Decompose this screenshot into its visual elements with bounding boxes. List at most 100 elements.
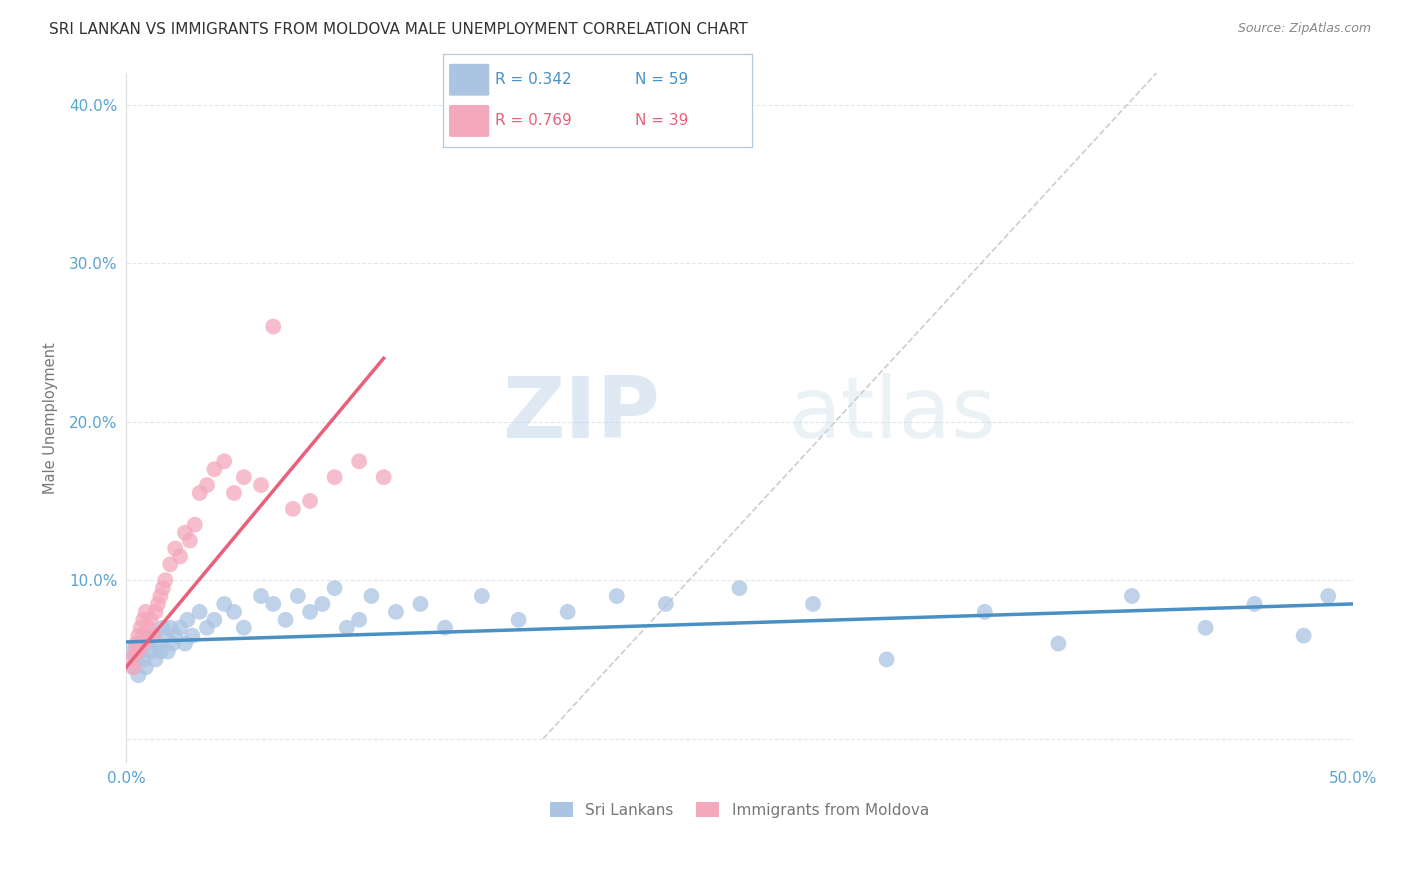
Point [159,558,181,572]
Point [125,644,148,658]
Point [281,501,304,516]
Point [1292,629,1315,643]
Point [139,613,162,627]
Point [129,621,152,635]
Point [127,644,149,658]
Legend: Sri Lankans, Immigrants from Moldova: Sri Lankans, Immigrants from Moldova [544,796,935,823]
Point [169,549,191,564]
Point [262,319,284,334]
Point [250,478,273,492]
Point [508,613,530,627]
Point [129,636,152,650]
Point [287,589,309,603]
Point [336,621,359,635]
Point [149,589,172,603]
Text: R = 0.769: R = 0.769 [495,113,572,128]
Point [801,597,824,611]
Point [222,605,245,619]
Point [385,605,408,619]
Point [129,644,152,658]
Point [142,629,165,643]
Point [136,621,159,635]
Point [132,613,155,627]
Point [1243,597,1265,611]
Y-axis label: Male Unemployment: Male Unemployment [44,342,58,493]
Point [202,613,225,627]
Point [152,621,174,635]
Point [195,621,218,635]
Text: ZIP: ZIP [502,373,659,456]
Point [728,581,751,595]
Point [876,652,898,666]
FancyBboxPatch shape [449,105,489,136]
Point [232,470,254,484]
Point [262,597,284,611]
Point [145,605,167,619]
Point [195,478,218,492]
Point [299,494,322,508]
Point [174,636,197,650]
Point [188,605,211,619]
Point [120,652,142,666]
Point [1317,589,1340,603]
Point [149,644,172,658]
Point [174,525,197,540]
Text: Source: ZipAtlas.com: Source: ZipAtlas.com [1237,22,1371,36]
Point [360,589,382,603]
FancyBboxPatch shape [449,64,489,95]
Point [184,517,207,532]
Point [125,652,148,666]
Point [132,629,155,643]
Point [156,644,179,658]
Point [188,486,211,500]
Point [127,668,149,682]
Point [146,636,169,650]
Point [165,629,187,643]
Point [142,629,165,643]
Point [606,589,628,603]
Point [299,605,322,619]
Point [409,597,432,611]
Point [373,470,395,484]
Point [155,629,177,643]
Point [212,597,235,611]
Text: N = 39: N = 39 [634,113,688,128]
Point [139,644,162,658]
Point [125,636,148,650]
Point [135,660,157,674]
Point [127,629,149,643]
Point [162,636,184,650]
Text: R = 0.342: R = 0.342 [495,72,572,87]
Text: N = 59: N = 59 [634,72,688,87]
Text: atlas: atlas [789,373,997,456]
Point [135,605,157,619]
Point [323,470,346,484]
Point [145,652,167,666]
Point [274,613,297,627]
Point [155,573,177,587]
Point [122,660,145,674]
Point [311,597,333,611]
Point [159,621,181,635]
Point [471,589,494,603]
Point [179,533,201,548]
Point [347,454,370,468]
Point [152,581,174,595]
Point [132,636,155,650]
Point [202,462,225,476]
Point [973,605,995,619]
Point [212,454,235,468]
Point [165,541,187,556]
Point [222,486,245,500]
Point [169,621,191,635]
Point [655,597,678,611]
Point [146,597,169,611]
Point [135,629,157,643]
Point [127,636,149,650]
Point [557,605,579,619]
Point [181,629,204,643]
Point [250,589,273,603]
Point [1047,636,1070,650]
Point [136,636,159,650]
Point [323,581,346,595]
